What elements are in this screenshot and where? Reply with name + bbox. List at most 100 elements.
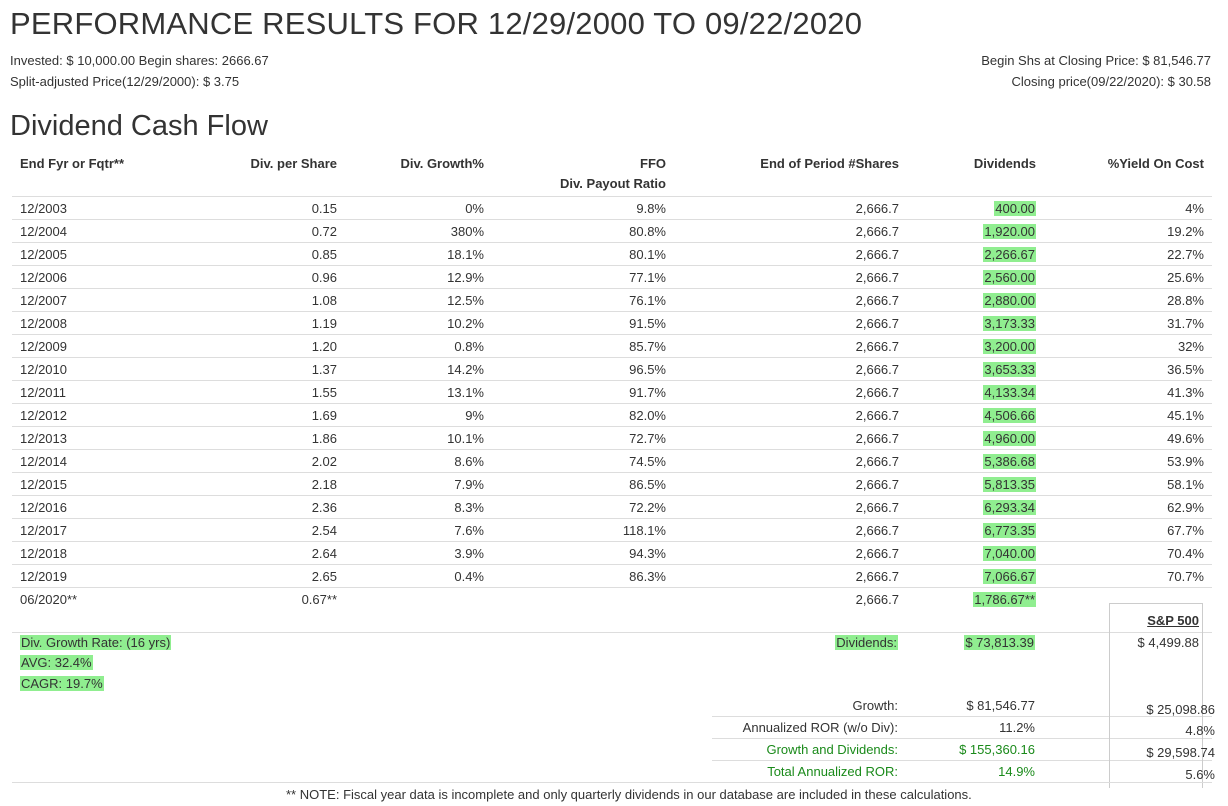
cell-period-text: 12/2012: [20, 407, 67, 423]
cell-div-per-share: 0.67**: [142, 587, 345, 610]
cell-period: 12/2017: [12, 518, 142, 542]
ror-label: Annualized ROR (w/o Div):: [742, 720, 898, 735]
cell-div-growth: 13.1%: [345, 380, 492, 404]
cell-yield-text: 4%: [1185, 200, 1204, 216]
cell-dividends: 1,786.67**: [907, 587, 1044, 610]
cell-yield: 53.9%: [1044, 449, 1212, 473]
cell-dividends-text: 5,386.68: [983, 453, 1036, 469]
table-row: 12/2005 0.85 18.1% 80.1% 2,666.7 2,266.67 22.7…: [12, 242, 1212, 266]
cell-period: 12/2014: [12, 449, 142, 473]
header-shares: End of Period #Shares: [760, 156, 899, 171]
dividend-cash-flow-table: End Fyr or Fqtr** Div. per Share Div. Gr…: [12, 154, 1212, 610]
cell-period-text: 12/2006: [20, 269, 67, 285]
cell-div-per-share-text: 0.96: [311, 269, 337, 285]
table-row: 12/2006 0.96 12.9% 77.1% 2,666.7 2,560.00 25.6…: [12, 265, 1212, 289]
cell-yield-text: 70.4%: [1167, 545, 1204, 561]
cell-div-per-share-text: 1.86: [311, 430, 337, 446]
cell-ffo-payout: [492, 587, 674, 610]
sp500-dividends: $ 4,499.88: [1137, 635, 1199, 650]
cell-shares: 2,666.7: [674, 357, 907, 381]
cell-ffo-payout: 91.5%: [492, 311, 674, 335]
cell-dividends: 4,133.34: [907, 380, 1044, 404]
cell-yield: 70.4%: [1044, 541, 1212, 565]
cell-div-growth-text: 12.5%: [447, 292, 484, 308]
cell-shares: 2,666.7: [674, 380, 907, 404]
cell-dividends-text: 1,786.67**: [973, 591, 1036, 607]
cell-div-growth: 7.6%: [345, 518, 492, 542]
cell-period-text: 12/2016: [20, 499, 67, 515]
total-ror-value: 14.9%: [998, 764, 1035, 779]
cell-ffo-payout: 82.0%: [492, 403, 674, 427]
cell-period: 12/2015: [12, 472, 142, 496]
cell-ffo-payout: 9.8%: [492, 196, 674, 220]
cell-period-text: 12/2010: [20, 361, 67, 377]
cell-dividends: 2,266.67: [907, 242, 1044, 266]
cell-period: 12/2008: [12, 311, 142, 335]
cell-period-text: 12/2003: [20, 200, 67, 216]
cell-yield-text: 19.2%: [1167, 223, 1204, 239]
cell-div-growth: [345, 587, 492, 610]
sp500-title: S&P 500: [1147, 613, 1199, 628]
table-row: 12/2003 0.15 0% 9.8% 2,666.7 400.00 4%: [12, 196, 1212, 220]
cell-div-growth-text: 10.1%: [447, 430, 484, 446]
cell-div-per-share-text: 2.02: [311, 453, 337, 469]
cell-dividends: 6,293.34: [907, 495, 1044, 519]
split-price-info: Split-adjusted Price(12/29/2000): $ 3.75: [10, 74, 240, 89]
cell-period: 12/2009: [12, 334, 142, 358]
cell-shares: 2,666.7: [674, 495, 907, 519]
avg-wrap: AVG: 32.4%: [20, 655, 93, 670]
cell-shares: 2,666.7: [674, 403, 907, 427]
cell-yield: 36.5%: [1044, 357, 1212, 381]
cell-ffo-payout: 118.1%: [492, 518, 674, 542]
cell-div-per-share: 1.08: [142, 288, 345, 312]
cell-shares: 2,666.7: [674, 242, 907, 266]
cell-shares-text: 2,666.7: [855, 476, 899, 492]
header-dividends: Dividends: [973, 156, 1036, 171]
cell-div-per-share: 0.15: [142, 196, 345, 220]
cell-period: 12/2011: [12, 380, 142, 404]
cell-div-growth: 8.6%: [345, 449, 492, 473]
cell-div-growth-text: 7.6%: [454, 522, 484, 538]
cell-period: 12/2010: [12, 357, 142, 381]
cell-yield: [1044, 587, 1212, 610]
cell-shares-text: 2,666.7: [855, 384, 899, 400]
cell-period-text: 12/2004: [20, 223, 67, 239]
cell-shares-text: 2,666.7: [855, 269, 899, 285]
cell-shares-text: 2,666.7: [855, 522, 899, 538]
cell-period: 12/2019: [12, 564, 142, 588]
cell-dividends-text: 5,813.35: [983, 476, 1036, 492]
table-row: 12/2014 2.02 8.6% 74.5% 2,666.7 5,386.68 53.9%: [12, 449, 1212, 473]
section-title: Dividend Cash Flow: [10, 110, 268, 142]
cell-ffo-payout-text: 91.7%: [629, 384, 666, 400]
table-row: 12/2007 1.08 12.5% 76.1% 2,666.7 2,880.00 28.8…: [12, 288, 1212, 312]
cell-yield-text: 36.5%: [1167, 361, 1204, 377]
cell-div-per-share: 1.86: [142, 426, 345, 450]
cagr-wrap: CAGR: 19.7%: [20, 676, 104, 691]
cell-div-growth-text: 0%: [465, 200, 484, 216]
table-row: 12/2015 2.18 7.9% 86.5% 2,666.7 5,813.35 58.1%: [12, 472, 1212, 496]
cell-period-text: 12/2013: [20, 430, 67, 446]
cell-div-per-share: 2.65: [142, 564, 345, 588]
cell-div-growth: 10.1%: [345, 426, 492, 450]
cell-shares-text: 2,666.7: [855, 591, 899, 607]
cell-ffo-payout: 80.1%: [492, 242, 674, 266]
cell-shares: 2,666.7: [674, 265, 907, 289]
cell-yield-text: 31.7%: [1167, 315, 1204, 331]
cell-dividends: 4,960.00: [907, 426, 1044, 450]
closing-price-info: Closing price(09/22/2020): $ 30.58: [1011, 74, 1211, 89]
cell-shares: 2,666.7: [674, 288, 907, 312]
cell-dividends-text: 6,293.34: [983, 499, 1036, 515]
cell-yield-text: 25.6%: [1167, 269, 1204, 285]
cell-shares-text: 2,666.7: [855, 338, 899, 354]
cell-div-growth-text: 18.1%: [447, 246, 484, 262]
cell-div-per-share: 1.69: [142, 403, 345, 427]
cell-period-text: 12/2005: [20, 246, 67, 262]
cell-div-growth: 14.2%: [345, 357, 492, 381]
cell-dividends-text: 3,173.33: [983, 315, 1036, 331]
cell-div-per-share-text: 2.54: [311, 522, 337, 538]
cell-period-text: 12/2007: [20, 292, 67, 308]
cell-ffo-payout: 94.3%: [492, 541, 674, 565]
header-ffo-payout: FFO Div. Payout Ratio: [492, 154, 674, 197]
header-ffo-line2: Div. Payout Ratio: [560, 176, 666, 191]
cell-shares: 2,666.7: [674, 472, 907, 496]
